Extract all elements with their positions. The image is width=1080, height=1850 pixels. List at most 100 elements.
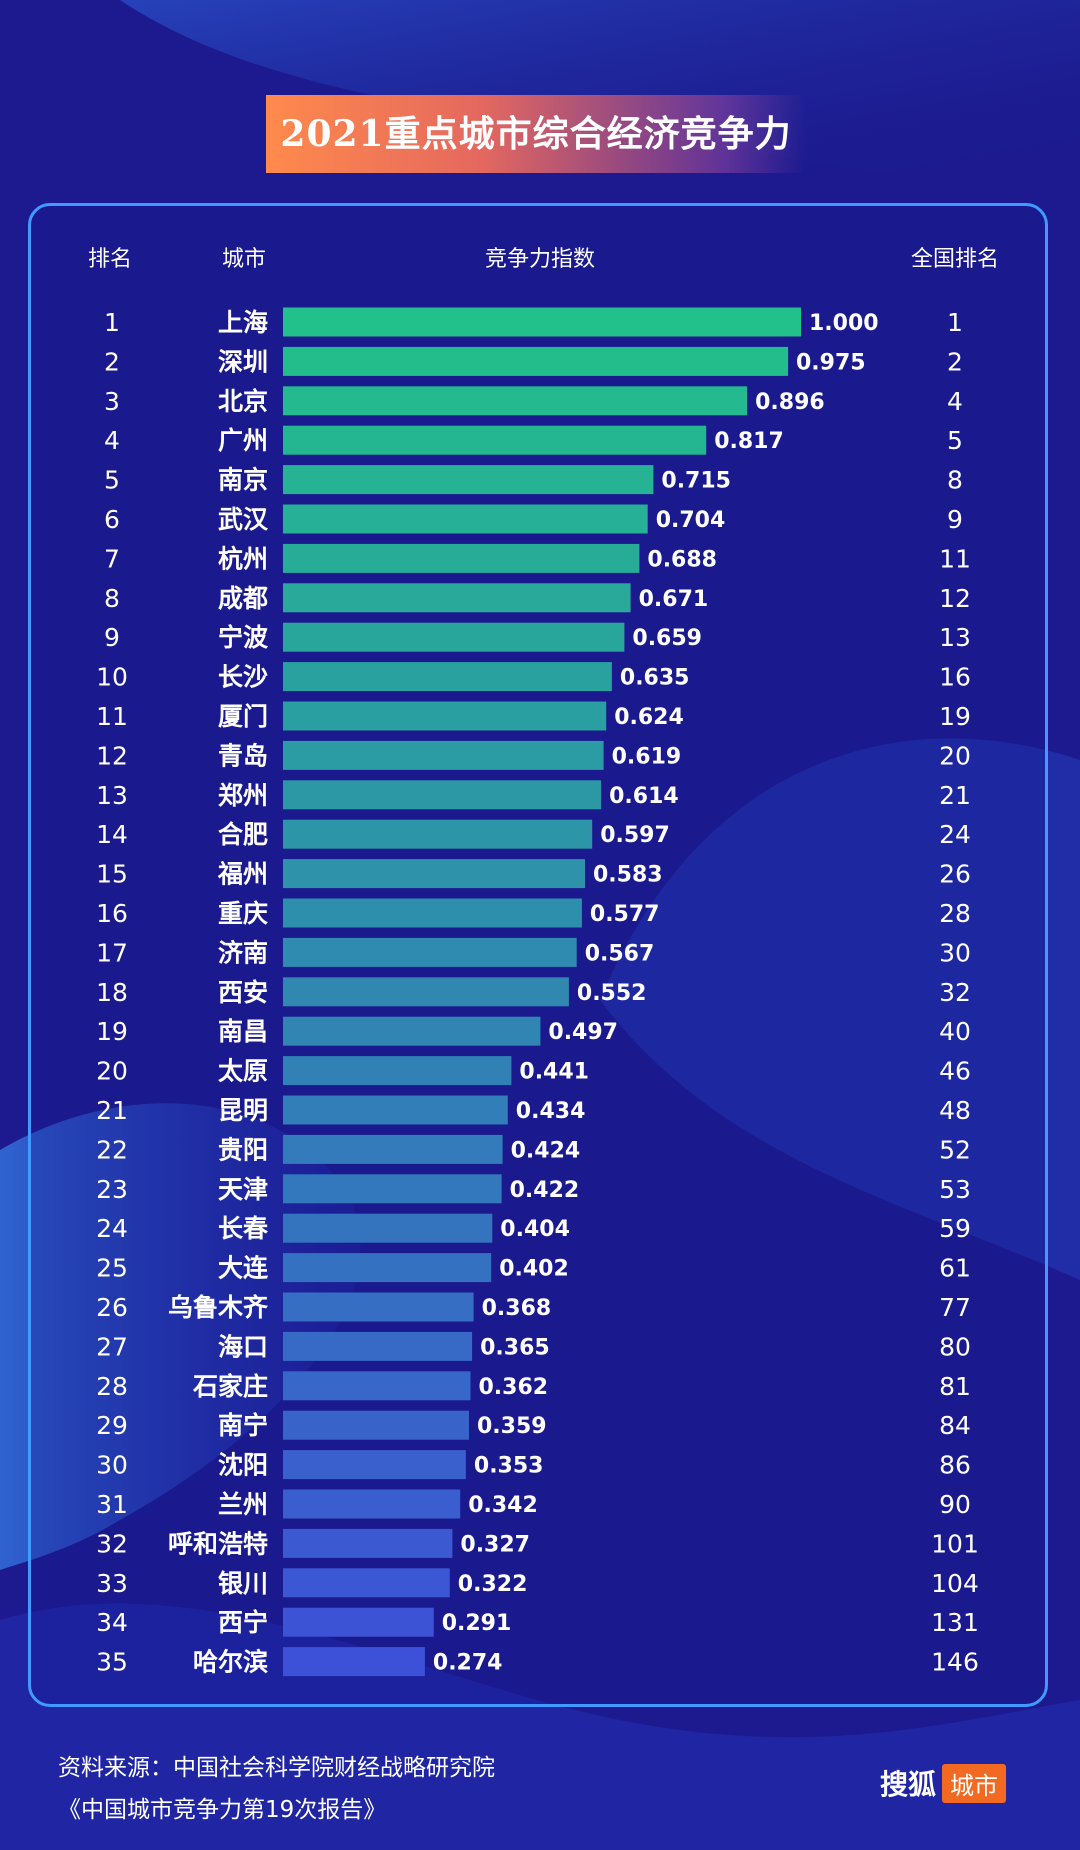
rank-label: 16 [96, 899, 128, 928]
city-label: 西安 [218, 978, 268, 1007]
bar [283, 307, 801, 337]
city-label: 长沙 [218, 663, 268, 692]
national-rank-label: 80 [939, 1332, 971, 1361]
national-rank-label: 26 [939, 860, 971, 889]
rank-label: 10 [96, 663, 128, 692]
rank-label: 26 [96, 1293, 128, 1322]
value-label: 0.896 [755, 390, 825, 415]
national-rank-label: 12 [939, 584, 971, 613]
rank-label: 34 [96, 1608, 128, 1637]
national-rank-label: 46 [939, 1057, 971, 1086]
bar [283, 1607, 434, 1637]
rank-label: 31 [96, 1490, 128, 1519]
city-label: 贵阳 [218, 1135, 268, 1164]
header-rank: 排名 [88, 247, 132, 272]
bar [283, 898, 582, 928]
city-label: 兰州 [218, 1490, 268, 1519]
bar [283, 1134, 503, 1164]
city-label: 天津 [218, 1175, 268, 1204]
national-rank-label: 146 [931, 1648, 979, 1677]
bar [283, 662, 612, 692]
bar [283, 386, 748, 416]
city-label: 北京 [218, 387, 268, 416]
header-city: 城市 [222, 247, 266, 272]
value-label: 0.365 [480, 1335, 550, 1360]
rank-label: 7 [104, 544, 120, 573]
rank-label: 32 [96, 1529, 128, 1558]
bar [283, 859, 585, 889]
value-label: 0.441 [519, 1060, 589, 1085]
city-label: 青岛 [218, 741, 268, 770]
national-rank-label: 104 [931, 1569, 979, 1598]
bar [283, 1528, 453, 1558]
rank-label: 14 [96, 820, 128, 849]
city-label: 南宁 [218, 1411, 268, 1440]
city-label: 西宁 [218, 1608, 268, 1637]
rank-label: 30 [96, 1451, 128, 1480]
city-label: 海口 [218, 1332, 268, 1361]
national-rank-label: 59 [939, 1214, 971, 1243]
sohu-logo: 搜狐 城市 [880, 1763, 1007, 1803]
bar [283, 543, 640, 573]
bar [283, 1174, 502, 1204]
value-label: 0.577 [590, 902, 660, 927]
national-rank-label: 86 [939, 1451, 971, 1480]
national-rank-label: 21 [939, 781, 971, 810]
city-label: 厦门 [218, 702, 268, 731]
value-label: 0.362 [479, 1375, 549, 1400]
bar [283, 583, 631, 613]
rank-label: 13 [96, 781, 128, 810]
city-label: 南昌 [218, 1017, 268, 1046]
value-label: 0.402 [499, 1257, 569, 1282]
rank-label: 6 [104, 505, 120, 534]
city-label: 合肥 [218, 820, 268, 849]
value-label: 0.322 [458, 1572, 528, 1597]
value-label: 0.975 [796, 350, 866, 375]
national-rank-label: 48 [939, 1096, 971, 1125]
national-rank-label: 77 [939, 1293, 971, 1322]
national-rank-label: 20 [939, 741, 971, 770]
value-label: 0.424 [511, 1138, 581, 1163]
rank-label: 33 [96, 1569, 128, 1598]
bar [283, 1489, 461, 1519]
city-label: 宁波 [218, 623, 269, 652]
national-rank-label: 84 [939, 1411, 971, 1440]
bar [283, 1253, 492, 1283]
value-label: 0.624 [614, 705, 684, 730]
value-label: 0.342 [468, 1493, 538, 1518]
city-label: 济南 [218, 938, 268, 967]
rank-label: 28 [96, 1372, 128, 1401]
value-label: 0.291 [442, 1611, 512, 1636]
national-rank-label: 90 [939, 1490, 971, 1519]
city-label: 南京 [218, 466, 268, 495]
national-rank-label: 40 [939, 1017, 971, 1046]
rank-label: 22 [96, 1135, 128, 1164]
city-label: 成都 [218, 584, 268, 613]
city-label: 太原 [218, 1057, 268, 1086]
city-label: 广州 [218, 426, 268, 455]
national-rank-label: 8 [947, 466, 963, 495]
value-label: 0.327 [460, 1532, 530, 1557]
national-rank-label: 32 [939, 978, 971, 1007]
bar [283, 1331, 473, 1361]
city-label: 郑州 [218, 781, 268, 810]
bar [283, 1016, 541, 1046]
rank-label: 18 [96, 978, 128, 1007]
rank-label: 27 [96, 1332, 128, 1361]
bar [283, 780, 602, 810]
city-label: 长春 [218, 1214, 268, 1243]
source-note: 资料来源：中国社会科学院财经战略研究院 [58, 1755, 495, 1781]
national-rank-label: 81 [939, 1372, 971, 1401]
rank-label: 2 [104, 347, 120, 376]
bar [283, 1410, 469, 1440]
bar [283, 1371, 471, 1401]
value-label: 0.715 [661, 469, 731, 494]
bar [283, 1056, 512, 1086]
bar [283, 504, 648, 534]
value-label: 0.583 [593, 863, 663, 888]
national-rank-label: 131 [931, 1608, 979, 1637]
national-rank-label: 30 [939, 938, 971, 967]
city-label: 福州 [217, 860, 268, 889]
rank-label: 11 [96, 702, 128, 731]
